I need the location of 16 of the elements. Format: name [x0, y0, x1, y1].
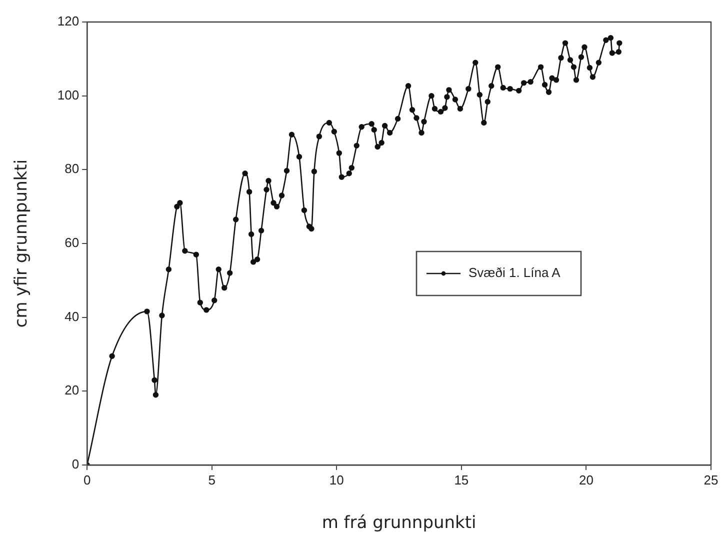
x-tick-label: 0 [83, 472, 91, 488]
y-tick-label: 40 [64, 308, 80, 324]
x-tick-label: 25 [704, 472, 718, 488]
y-axis-title: cm yfir grunnpunkti [12, 159, 32, 328]
y-tick-label: 80 [64, 161, 80, 176]
x-tick-label: 15 [454, 472, 469, 488]
y-tick-label: 0 [72, 456, 80, 472]
y-tick-label: 20 [64, 382, 80, 398]
x-tick-label: 20 [578, 472, 594, 488]
y-tick-label: 60 [64, 235, 80, 250]
y-tick-label: 100 [57, 87, 80, 102]
legend-label: Svæði 1. Lína A [468, 265, 561, 280]
x-tick-label: 5 [208, 472, 216, 488]
y-tick-label: 120 [57, 14, 80, 29]
x-axis-title: m frá grunnpunkti [322, 513, 476, 534]
x-tick-label: 10 [329, 472, 344, 488]
